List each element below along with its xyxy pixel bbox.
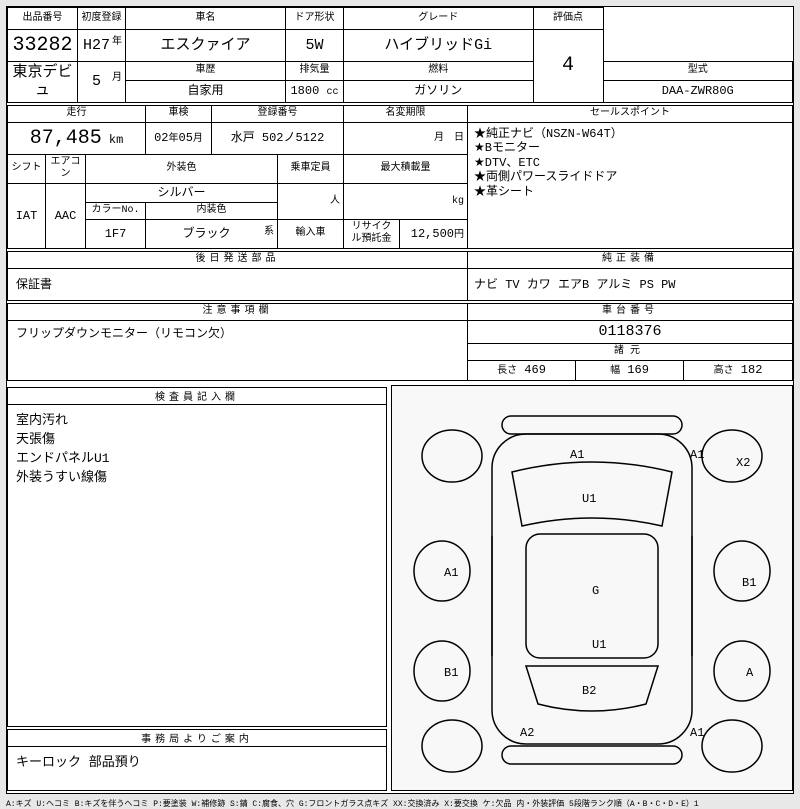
inspector-line: 天張傷 [16, 428, 378, 447]
damage-mark: A1 [690, 726, 704, 740]
office-body: キーロック 部品預り [8, 747, 386, 774]
door-shape: 5W [286, 30, 344, 62]
history: 自家用 [126, 80, 286, 102]
office-box: 事務局よりご案内 キーロック 部品預り [7, 729, 387, 791]
shaken: 02年05月 [146, 123, 212, 155]
damage-mark: U1 [592, 638, 606, 652]
disp-label: 排気量 [286, 62, 344, 81]
damage-mark: A2 [520, 726, 534, 740]
lot-label: 出品番号 [8, 8, 78, 30]
model-label: 型式 [603, 62, 793, 81]
name-label: 車名 [126, 8, 286, 30]
displacement: 1800 cc [286, 80, 344, 102]
score: 4 [533, 30, 603, 103]
rename-label: 名変期限 [344, 106, 468, 123]
width: 幅 169 [576, 361, 684, 381]
score-label: 評価点 [533, 8, 603, 30]
sales-label: セールスポイント [468, 106, 793, 123]
extcolor-label: 外装色 [86, 155, 278, 184]
equip: ナビ TV カワ エアB アルミ PS PW [468, 269, 793, 301]
reg-month: 5月 [78, 62, 126, 103]
row4-table: 注意事項欄 車台番号 フリップダウンモニター（リモコン欠） 0118376 諸元… [7, 303, 793, 381]
model: DAA-ZWR80G [603, 80, 793, 102]
damage-mark: X2 [736, 456, 750, 470]
capacity-label: 乗車定員 [278, 155, 344, 184]
inspector-body: 室内汚れ天張傷エンドパネルU1外装うすい線傷 [8, 405, 386, 489]
intcolor: ブラック 系 [146, 220, 278, 249]
header-table: 出品番号 初度登録 車名 ドア形状 グレード 評価点 33282 H27年 エス… [7, 7, 793, 103]
damage-mark: A1 [690, 448, 704, 462]
height: 高さ 182 [684, 361, 793, 381]
damage-mark: B2 [582, 684, 596, 698]
grade: ハイブリッドGi [344, 30, 534, 62]
extcolor: シルバー [86, 184, 278, 203]
inspector-line: エンドパネルU1 [16, 447, 378, 466]
shaken-label: 車検 [146, 106, 212, 123]
fuel: ガソリン [344, 80, 534, 102]
regno: 水戸 502ノ5122 [212, 123, 344, 155]
later-label: 後日発送部品 [8, 252, 468, 269]
colorno-label: カラーNo. [86, 203, 146, 220]
sales-points: ★純正ナビ（NSZN-W64T）★Bモニター★DTV、ETC★両側パワースライド… [468, 123, 793, 249]
reg-label: 初度登録 [78, 8, 126, 30]
rename: 月 日 [344, 123, 468, 155]
reg-year: H27年 [78, 30, 126, 62]
recycle-label: リサイクル預託金 [344, 220, 400, 249]
load-label: 最大積載量 [344, 155, 468, 184]
damage-mark: G [592, 584, 599, 598]
sales-point-item: ★両側パワースライドドア [474, 170, 786, 184]
colorno: 1F7 [86, 220, 146, 249]
inspector-label: 検査員記入欄 [8, 388, 386, 405]
mileage-label: 走行 [8, 106, 146, 123]
sales-point-item: ★Bモニター [474, 141, 786, 155]
office-label: 事務局よりご案内 [8, 730, 386, 747]
damage-diagram: A1 A1 X2 U1 A1 B1 G U1 B1 A B2 A2 A1 [391, 385, 793, 791]
sales-point-item: ★DTV、ETC [474, 156, 786, 170]
damage-mark: A [746, 666, 753, 680]
capacity: 人 [278, 184, 344, 220]
row2-table: 走行 車検 登録番号 名変期限 セールスポイント 87,485 km 02年05… [7, 105, 793, 249]
car-name: エスクァイア [126, 30, 286, 62]
caution-body: フリップダウンモニター（リモコン欠） [8, 321, 468, 381]
mileage: 87,485 km [8, 123, 146, 155]
sales-point-item: ★革シート [474, 185, 786, 199]
intcolor-label: 内装色 [146, 203, 278, 220]
auction-sheet: 出品番号 初度登録 車名 ドア形状 グレード 評価点 33282 H27年 エス… [6, 6, 794, 794]
caution-label: 注意事項欄 [8, 304, 468, 321]
equip-label: 純正装備 [468, 252, 793, 269]
history-label: 車歴 [126, 62, 286, 81]
row3-table: 後日発送部品 純正装備 保証書 ナビ TV カワ エアB アルミ PS PW [7, 251, 793, 301]
inspector-line: 室内汚れ [16, 409, 378, 428]
damage-mark: U1 [582, 492, 596, 506]
damage-mark: B1 [742, 576, 756, 590]
inspector-box: 検査員記入欄 室内汚れ天張傷エンドパネルU1外装うすい線傷 [7, 387, 387, 727]
import-label: 輸入車 [278, 220, 344, 249]
ac-label: エアコン [46, 155, 86, 184]
chassis-label: 車台番号 [468, 304, 793, 321]
shift-label: シフト [8, 155, 46, 184]
door-label: ドア形状 [286, 8, 344, 30]
lot-number: 33282 [8, 30, 78, 62]
later-body: 保証書 [8, 269, 468, 301]
recycle: 12,500円 [400, 220, 468, 249]
location: 東京デビュ [8, 62, 78, 103]
damage-mark: A1 [444, 566, 458, 580]
dim-label: 諸元 [468, 344, 793, 361]
chassis: 0118376 [468, 321, 793, 344]
damage-mark: B1 [444, 666, 458, 680]
shift: IAT [8, 184, 46, 249]
ac: AAC [46, 184, 86, 249]
grade-label: グレード [344, 8, 534, 30]
fuel-label: 燃料 [344, 62, 534, 81]
damage-mark: A1 [570, 448, 584, 462]
sales-point-item: ★純正ナビ（NSZN-W64T） [474, 127, 786, 141]
inspector-line: 外装うすい線傷 [16, 466, 378, 485]
length: 長さ 469 [468, 361, 576, 381]
regno-label: 登録番号 [212, 106, 344, 123]
load: kg [344, 184, 468, 220]
